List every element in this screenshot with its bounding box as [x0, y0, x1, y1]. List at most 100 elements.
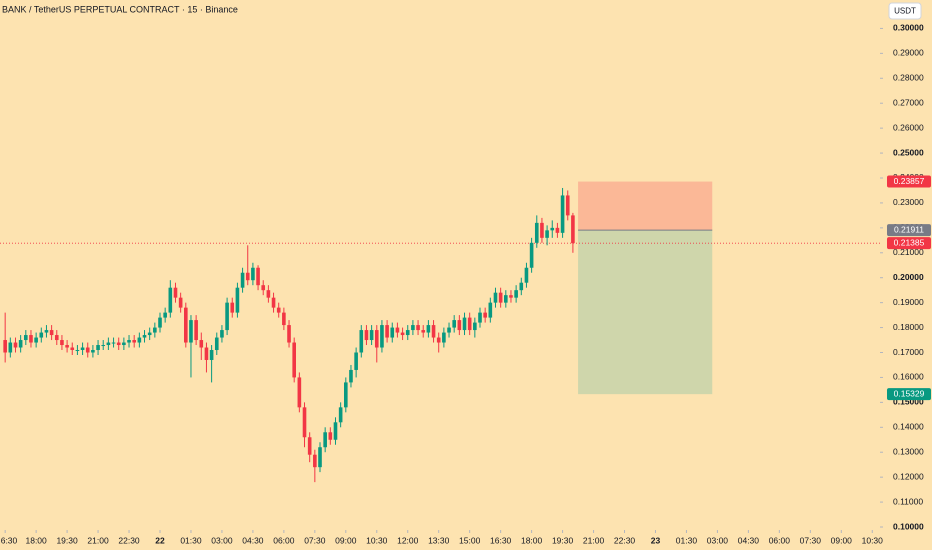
candle-body — [318, 447, 322, 468]
candle-body — [29, 335, 33, 343]
candle-body — [374, 330, 379, 348]
candle-body — [416, 325, 420, 331]
candle-body — [240, 272, 245, 288]
candle-body — [297, 377, 302, 408]
candle-body — [447, 327, 451, 333]
candle-body — [116, 342, 121, 346]
candle-body — [44, 330, 49, 333]
candle-body — [509, 295, 513, 298]
candle-body — [147, 332, 152, 336]
candle-body — [80, 347, 85, 351]
y-tick-label: 0.27000 — [893, 97, 924, 107]
candle-body — [292, 342, 296, 378]
x-tick-label: 21:00 — [583, 535, 605, 545]
y-tick-label: 0.18000 — [893, 322, 924, 332]
candle-body — [519, 282, 524, 291]
x-tick-label: 04:30 — [738, 535, 760, 545]
candle-body — [354, 352, 358, 370]
candle-body — [142, 335, 147, 338]
candle-body — [101, 345, 106, 347]
stop-badge — [887, 175, 931, 188]
candle-body — [184, 307, 188, 343]
candle-body — [60, 340, 64, 346]
x-tick-label: 04:30 — [242, 535, 264, 545]
candle-body — [344, 382, 348, 408]
currency-button[interactable] — [888, 2, 922, 20]
candle-body — [452, 320, 456, 328]
x-tick-label: 03:00 — [211, 535, 233, 545]
x-tick-label: 19:30 — [552, 535, 574, 545]
candle-body — [333, 422, 338, 440]
x-tick-label: 01:30 — [180, 535, 202, 545]
candle-body — [405, 330, 410, 336]
candle-body — [214, 337, 219, 351]
x-tick-label: 12:00 — [397, 535, 419, 545]
candle-body — [565, 195, 570, 216]
x-tick-label: 22:30 — [614, 535, 636, 545]
candle-body — [54, 335, 59, 341]
candle-body — [483, 312, 487, 318]
candle-body — [245, 272, 250, 281]
candle-body — [467, 317, 472, 331]
candle-body — [194, 320, 198, 341]
candle-body — [111, 342, 116, 344]
chart-title: BANK / TetherUS PERPETUAL CONTRACT · 15 … — [2, 4, 238, 14]
last-price-badge — [887, 237, 931, 250]
candle-body — [488, 302, 493, 318]
candle-body — [96, 345, 100, 351]
candle-body — [256, 267, 260, 286]
y-tick-label: 0.26000 — [893, 122, 924, 132]
currency-label[interactable]: USDT — [894, 7, 916, 16]
candle-body — [106, 342, 111, 346]
candle-body — [349, 369, 353, 383]
candle-body — [178, 297, 183, 308]
x-tick-label: 10:30 — [366, 535, 388, 545]
candle-body — [555, 227, 560, 233]
y-tick-label: 0.29000 — [893, 48, 924, 58]
x-tick-label: 22 — [155, 535, 165, 545]
y-tick-label: 0.25000 — [893, 147, 924, 157]
last-price-label: 0.21385 — [894, 237, 925, 247]
candle-body — [411, 325, 415, 331]
x-tick-label: 07:30 — [800, 535, 822, 545]
candle-body — [39, 332, 44, 338]
candle-body — [158, 317, 162, 328]
candle-body — [328, 432, 333, 440]
candle-body — [560, 195, 565, 233]
candle-body — [442, 332, 446, 343]
candle-body — [209, 350, 214, 360]
candle-body — [498, 292, 503, 303]
candle-body — [457, 320, 462, 331]
stop-label: 0.23857 — [894, 176, 925, 186]
candle-body — [307, 437, 312, 455]
candle-body — [8, 342, 13, 353]
candle-body — [540, 222, 544, 238]
candle-body — [199, 340, 204, 348]
candle-body — [127, 340, 131, 343]
candle-body — [220, 330, 224, 338]
candle-body — [266, 290, 271, 298]
target-zone — [578, 230, 713, 395]
x-tick-label: 03:00 — [707, 535, 729, 545]
candle-body — [3, 340, 7, 353]
candle-body — [529, 242, 534, 268]
x-tick-label: 09:00 — [335, 535, 357, 545]
candle-body — [271, 297, 276, 308]
y-tick-label: 0.14000 — [893, 422, 924, 432]
candle-body — [168, 287, 173, 313]
x-tick-label: 01:30 — [676, 535, 698, 545]
candle-body — [287, 325, 291, 343]
candle-body — [473, 322, 477, 331]
candle-body — [70, 347, 75, 351]
candle-body — [85, 347, 90, 353]
candle-body — [400, 332, 405, 336]
x-tick-label: 16:30 — [490, 535, 512, 545]
candle-body — [34, 337, 38, 343]
x-tick-label: 23 — [651, 535, 661, 545]
candle-body — [369, 330, 374, 341]
candle-body — [282, 312, 286, 326]
candle-body — [132, 340, 136, 343]
candle-body — [421, 330, 426, 333]
